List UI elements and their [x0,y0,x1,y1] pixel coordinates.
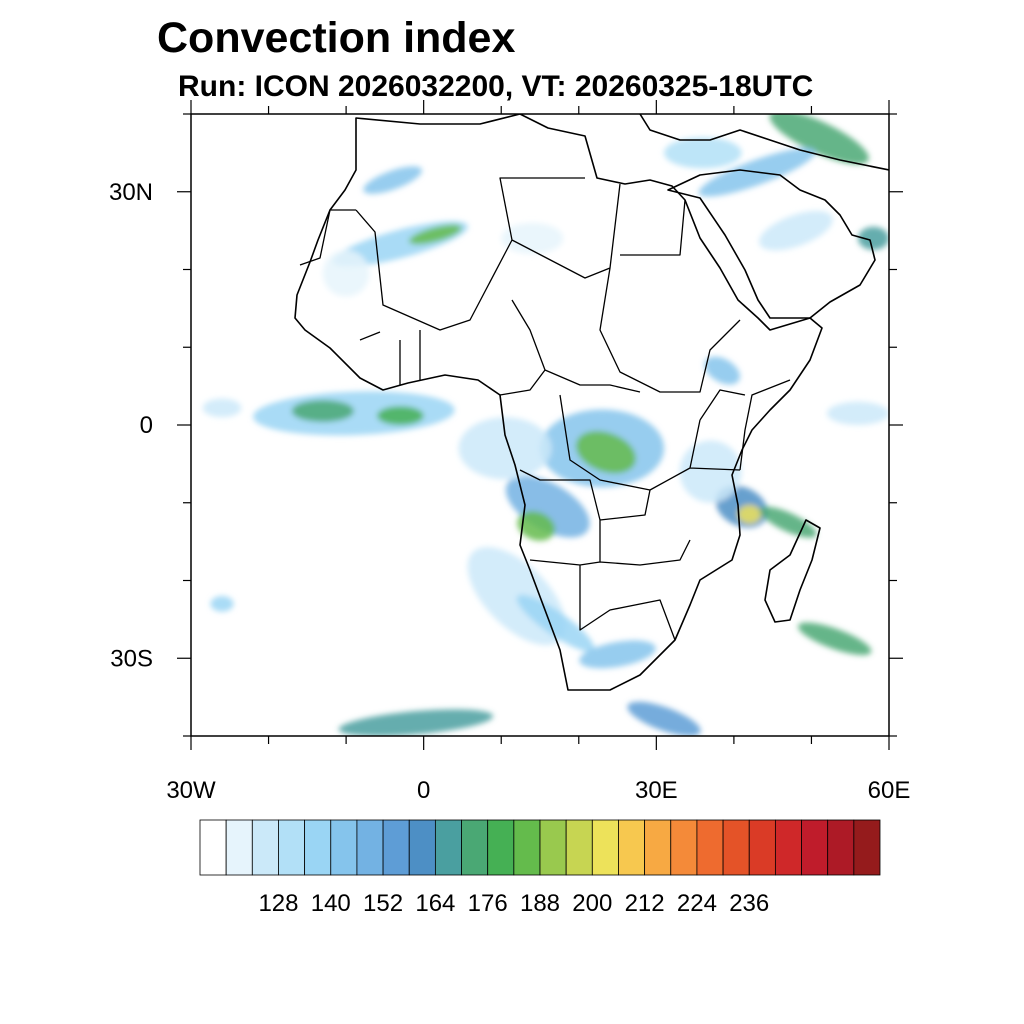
colorbar-swatch-21 [748,819,776,876]
colorbar-label-0: 128 [258,890,298,917]
convection-cell-3 [363,166,422,194]
colorbar-swatch-4 [304,819,332,876]
europe-coastline [639,114,889,171]
colorbar-label-6: 200 [572,890,612,917]
convection-cell-17 [737,505,762,524]
africa-coastline [294,114,823,691]
axis-ticks [177,100,903,750]
colorbar-swatch-17 [644,819,672,876]
lat-label-0: 30N [109,179,153,206]
colorbar-swatch-7 [382,819,410,876]
colorbar-label-4: 176 [468,890,508,917]
colorbar-swatch-10 [461,819,489,876]
convection-field [202,114,889,736]
colorbar-swatch-22 [774,819,802,876]
convection-cell-10 [505,475,590,538]
convection-cell-31 [826,401,889,425]
map-title: Convection index [157,14,516,62]
colorbar-swatch-23 [801,819,829,876]
convection-cell-9 [576,431,636,474]
convection-cell-20 [798,622,872,656]
convection-cell-24 [769,114,869,165]
lat-label-2: 30S [110,645,153,672]
colorbar-label-5: 188 [520,890,560,917]
colorbar: 128 140 152 164 176 188 200 212 224 236 [199,819,881,917]
convection-cell-7 [202,398,242,418]
lon-label-0: 30W [166,777,216,804]
colorbar-swatch-18 [670,819,698,876]
arabia-coastline [667,169,876,319]
convection-cell-6 [377,406,424,426]
axis-labels: 30N 0 30S 30W 0 30E 60E [109,179,910,804]
colorbar-label-7: 212 [625,890,665,917]
colorbar-swatch-1 [225,819,253,876]
convection-cell-12 [458,417,552,480]
convection-cell-28 [857,226,889,251]
convection-cell-11 [517,511,555,541]
convection-cell-14 [516,594,595,652]
convection-cell-18 [759,506,817,538]
colorbar-swatch-12 [513,819,541,876]
convection-cell-4 [253,391,455,436]
colorbar-swatch-20 [722,819,750,876]
convection-cell-26 [664,137,742,169]
colorbar-swatch-11 [487,819,515,876]
colorbar-swatch-19 [696,819,724,876]
convection-cell-23 [627,701,701,736]
colorbar-swatch-8 [408,819,436,876]
lat-label-1: 0 [140,412,153,439]
lon-label-1: 0 [417,777,430,804]
colorbar-swatch-6 [356,819,384,876]
colorbar-swatch-5 [330,819,358,876]
colorbar-swatch-14 [565,819,593,876]
colorbar-swatch-0 [199,819,227,876]
map-subtitle: Run: ICON 2026032200, VT: 20260325-18UTC [178,70,814,103]
colorbar-label-1: 140 [311,890,351,917]
colorbar-label-9: 236 [729,890,769,917]
colorbar-swatch-2 [251,819,279,876]
convection-cell-15 [579,640,656,669]
colorbar-swatch-25 [853,819,881,876]
convection-cell-21 [210,596,234,612]
colorbar-swatch-24 [827,819,855,876]
colorbar-label-3: 164 [415,890,455,917]
colorbar-swatch-15 [591,819,619,876]
convection-cell-19 [679,440,742,503]
convection-cell-30 [501,222,564,254]
colorbar-label-2: 152 [363,890,403,917]
convection-cell-5 [291,400,354,422]
convection-cell-29 [704,356,741,385]
madagascar-coastline [764,519,821,623]
colorbar-swatch-16 [618,819,646,876]
convection-cell-1 [409,224,462,245]
convection-cell-13 [467,546,566,646]
lon-label-2: 30E [635,777,678,804]
convection-cell-2 [322,250,370,297]
colorbar-label-8: 224 [677,890,717,917]
country-borders [299,177,791,641]
colorbar-swatch-13 [539,819,567,876]
coastlines-and-borders [294,114,889,691]
colorbar-swatch-9 [434,819,462,876]
colorbar-swatch-3 [278,819,306,876]
convection-cell-22 [338,709,494,736]
convection-cell-27 [759,210,833,251]
lon-label-3: 60E [868,777,911,804]
